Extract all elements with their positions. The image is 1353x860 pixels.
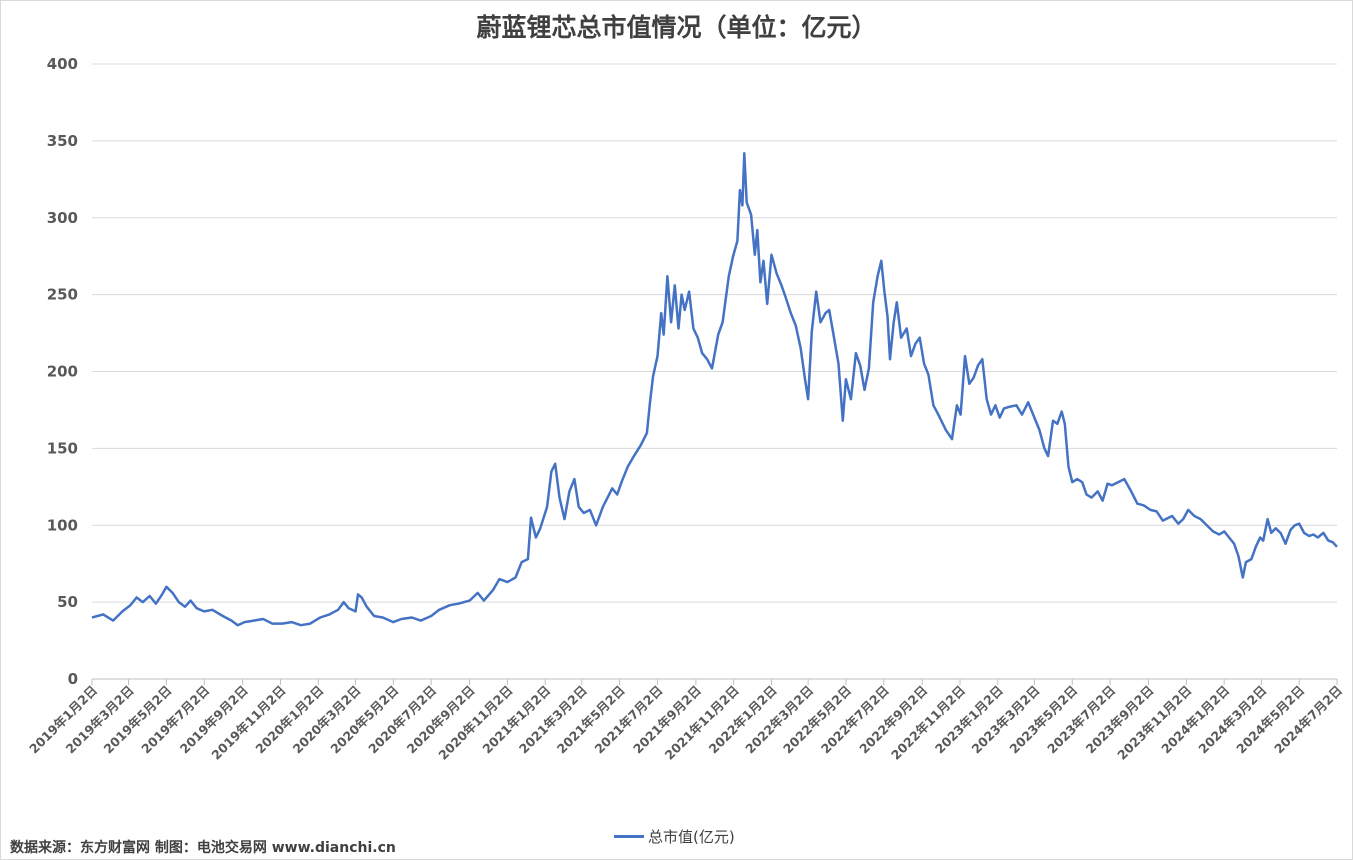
x-tick-label: 2024年7月2日 <box>1271 683 1345 757</box>
y-tick-label: 200 <box>47 363 78 381</box>
source-note: 数据来源：东方财富网 制图：电池交易网 www.dianchi.cn <box>10 840 396 856</box>
series-layer <box>91 151 1338 627</box>
y-tick-label: 100 <box>47 516 78 534</box>
y-tick-label: 300 <box>47 209 78 227</box>
x-tick-label: 2023年7月2日 <box>1044 683 1118 757</box>
y-axis-labels: 0 50 100 150 200 250 300 350 400 <box>47 55 78 688</box>
y-tick-label: 50 <box>57 593 78 611</box>
x-tick-label: 2020年7月2日 <box>365 683 439 757</box>
x-tick-label: 2019年7月2日 <box>138 683 212 757</box>
y-tick-label: 0 <box>68 670 78 688</box>
legend-label: 总市值(亿元) <box>648 828 735 846</box>
y-tick-label: 400 <box>47 55 78 73</box>
x-tick-label: 2021年7月2日 <box>592 683 666 757</box>
x-axis-labels: 2019年1月2日2019年3月2日2019年5月2日2019年7月2日2019… <box>26 683 1345 763</box>
gridlines <box>92 63 1337 603</box>
series-line <box>91 151 1338 627</box>
y-tick-label: 350 <box>47 132 78 150</box>
x-tick-label: 2022年7月2日 <box>818 683 892 757</box>
y-tick-label: 250 <box>47 286 78 304</box>
legend-swatch <box>614 835 644 838</box>
chart-title: 蔚蓝锂芯总市值情况（单位：亿元） <box>476 13 877 42</box>
y-tick-label: 150 <box>47 439 78 457</box>
x-axis <box>91 678 1338 685</box>
